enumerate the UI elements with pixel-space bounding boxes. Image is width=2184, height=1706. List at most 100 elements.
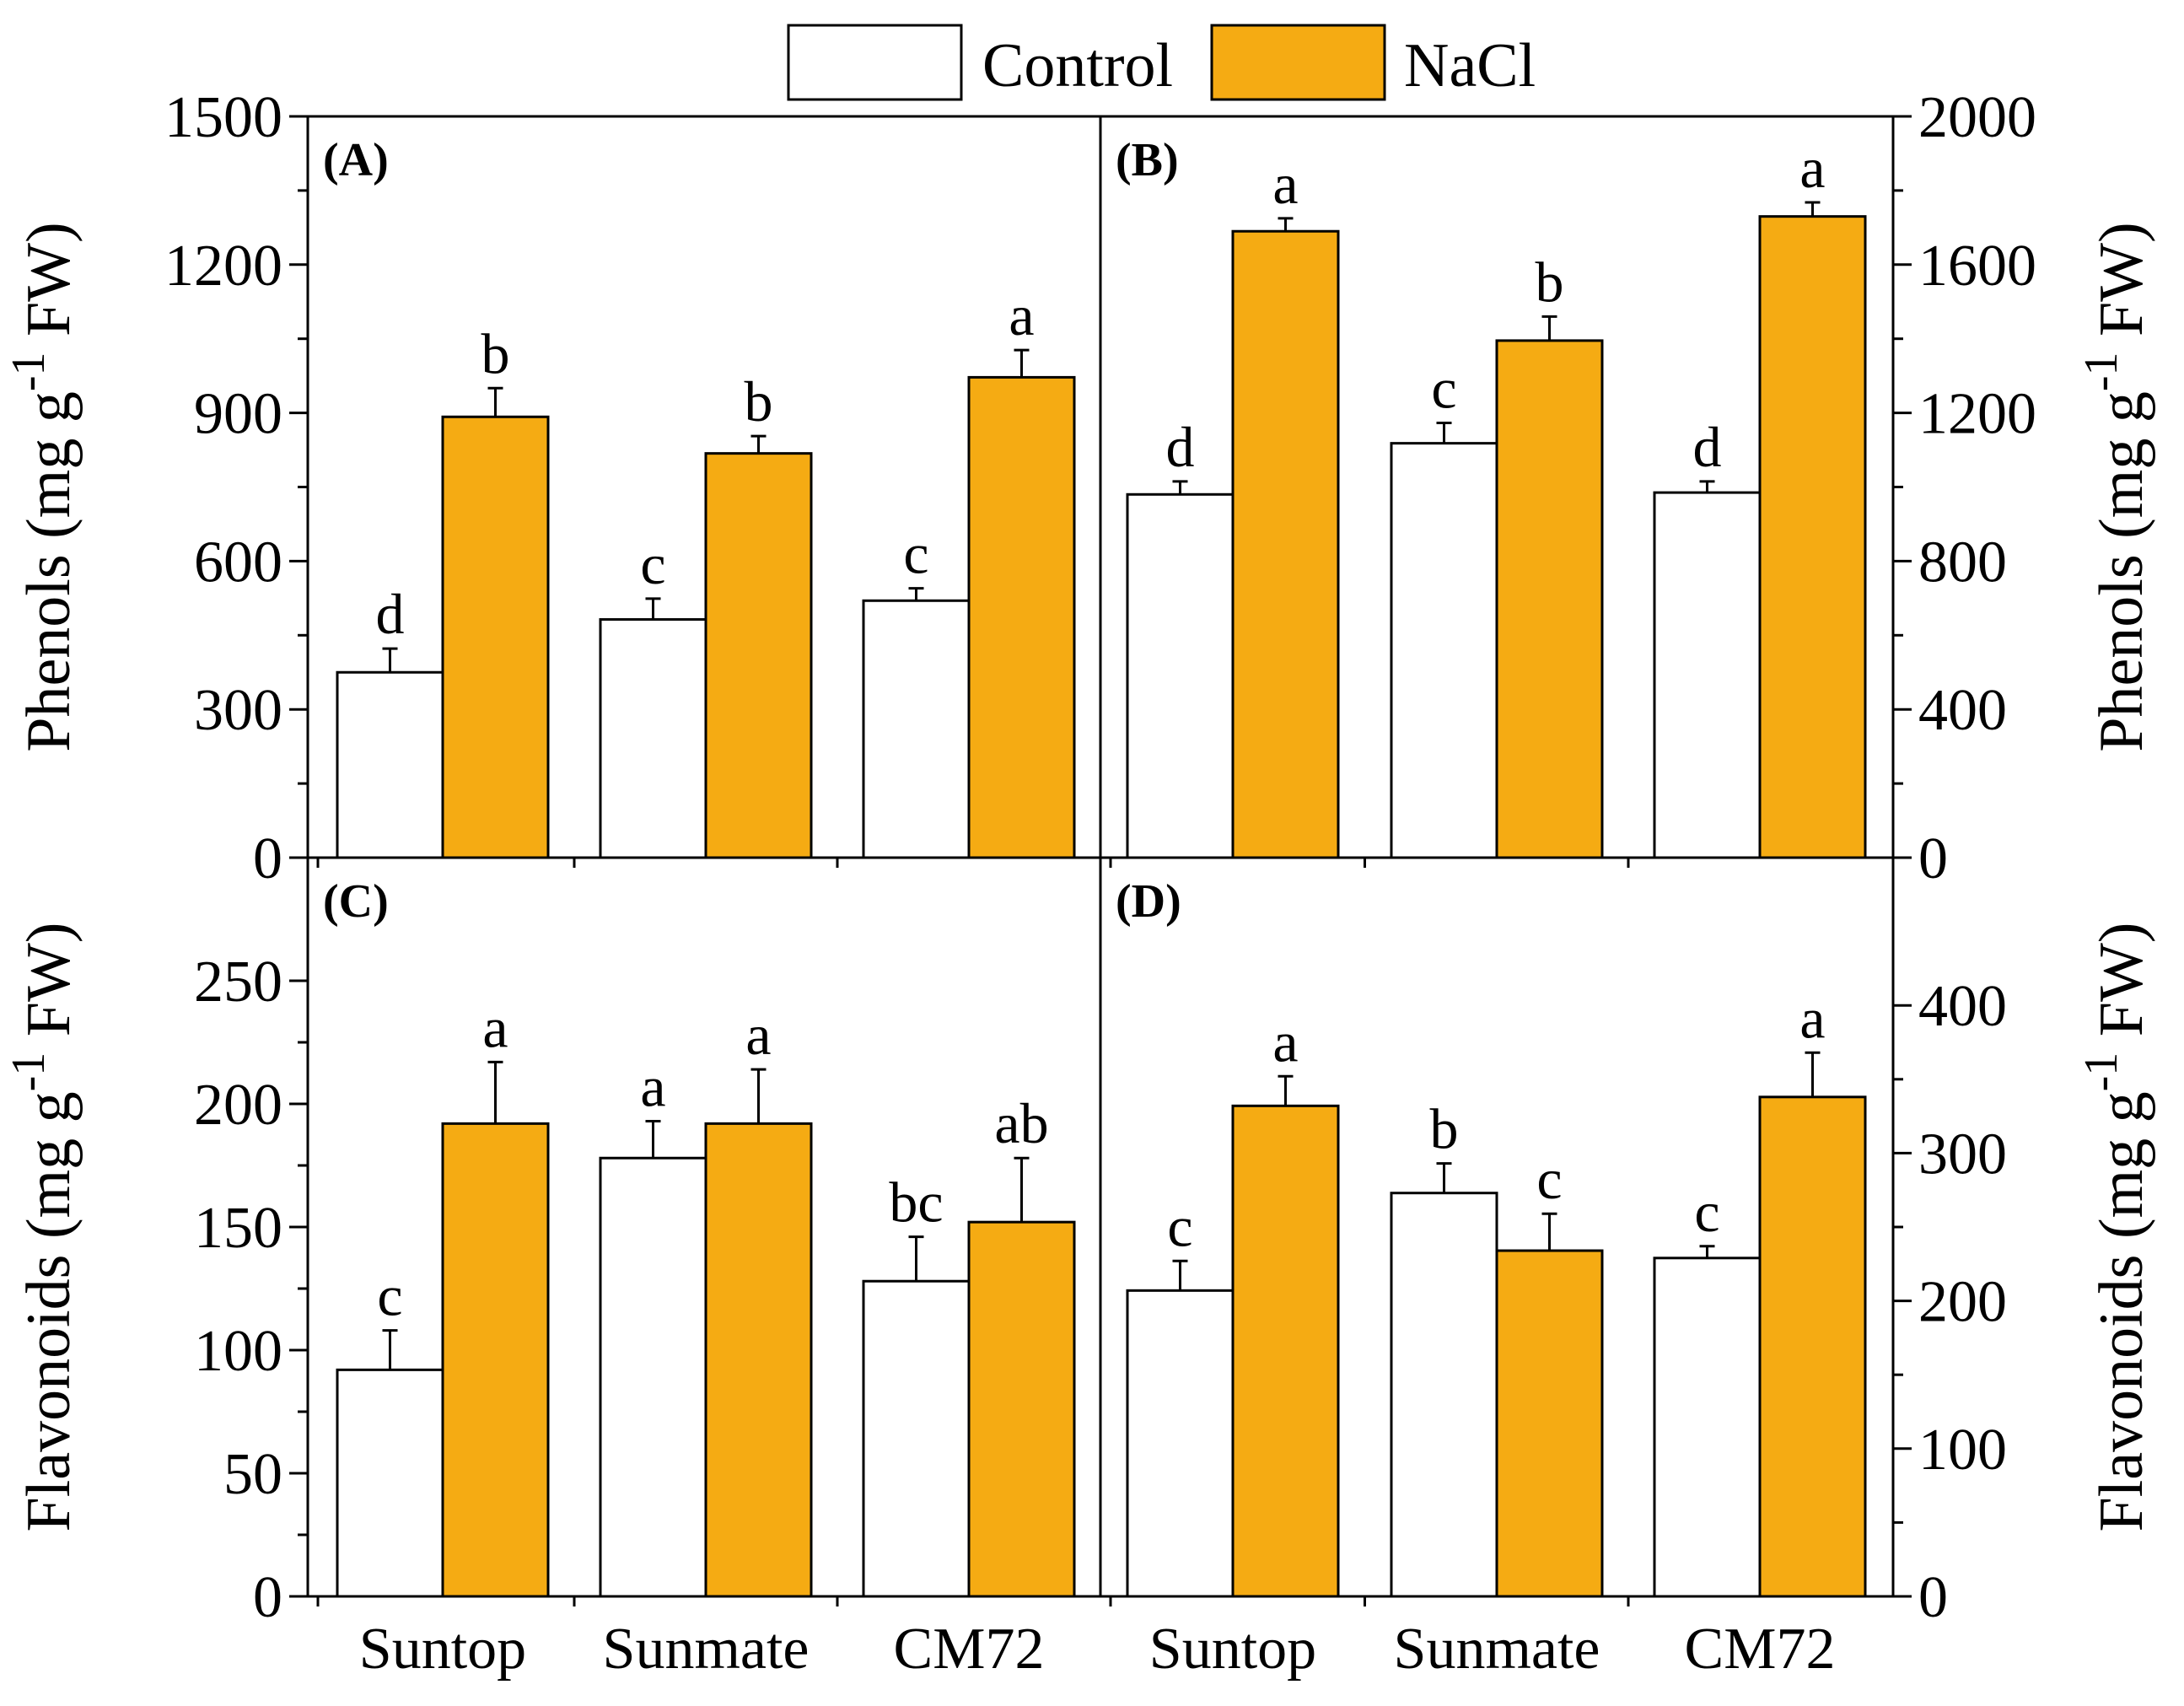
category-label-cm72: CM72 bbox=[894, 1617, 1045, 1682]
panel-b-ytick-label: 0 bbox=[1918, 826, 1948, 891]
panel-c-sig-letter: c bbox=[377, 1264, 402, 1328]
panel-d-sig-letter: a bbox=[1272, 1009, 1298, 1074]
panel-c-ytick-label: 100 bbox=[194, 1319, 282, 1384]
panel-d-label: (D) bbox=[1116, 875, 1181, 928]
panel-b-sig-letter: d bbox=[1166, 415, 1195, 479]
panel-d-bar-nacl-sunmate bbox=[1495, 1249, 1604, 1598]
panel-d-ytick-label: 200 bbox=[1918, 1270, 2007, 1335]
panel-a-bar-control-cm72 bbox=[862, 599, 971, 859]
legend-swatch-control bbox=[787, 24, 963, 101]
panel-d-ylabel-tail: FW) bbox=[2087, 923, 2156, 1052]
panel-b-sig-letter: a bbox=[1799, 136, 1825, 200]
panel-d-sig-letter: c bbox=[1167, 1194, 1192, 1258]
legend-swatch-nacl bbox=[1210, 24, 1386, 101]
panel-c-sig-letter: bc bbox=[889, 1171, 943, 1235]
panel-a-ytick-label: 900 bbox=[194, 382, 282, 447]
panel-d-bar-nacl-cm72 bbox=[1758, 1095, 1867, 1598]
panel-a-sig-letter: c bbox=[640, 532, 665, 596]
panel-a-ytick-label: 300 bbox=[194, 678, 282, 743]
panel-d-sig-letter: c bbox=[1536, 1147, 1562, 1211]
panel-b-bar-control-suntop bbox=[1126, 492, 1235, 859]
panel-b-label: (B) bbox=[1116, 134, 1179, 186]
panel-d-ytick-label: 300 bbox=[1918, 1122, 2007, 1187]
panel-b-bar-control-cm72 bbox=[1653, 491, 1762, 859]
legend: Control NaCl bbox=[787, 24, 1536, 101]
panel-c-ytick-label: 150 bbox=[194, 1196, 282, 1261]
panel-c-sig-letter: ab bbox=[994, 1091, 1048, 1155]
panel-a-sig-letter: d bbox=[376, 582, 405, 646]
panel-b-ytick-label: 1600 bbox=[1918, 234, 2036, 299]
axes bbox=[289, 115, 1912, 1606]
panel-a-ytick-label: 1200 bbox=[164, 234, 282, 299]
panel-d-bar-control-cm72 bbox=[1653, 1257, 1762, 1598]
panel-a-sig-letter: b bbox=[481, 321, 510, 385]
panel-d-sig-letter: a bbox=[1799, 986, 1825, 1050]
panel-a-bar-control-sunmate bbox=[599, 618, 707, 859]
panel-d-ytick-label: 400 bbox=[1918, 974, 2007, 1039]
panel-b-ylabel-tail: FW) bbox=[2087, 222, 2156, 352]
panel-a-ytick-label: 1500 bbox=[164, 85, 282, 150]
category-label-sunmate: Sunmate bbox=[603, 1617, 810, 1682]
panel-c-ylabel-sup: -1 bbox=[3, 1052, 55, 1092]
panel-d-ylabel-main: Flavonoids (mg g bbox=[2087, 1091, 2156, 1531]
panel-a-ytick-label: 0 bbox=[253, 826, 282, 891]
panel-a-sig-letter: b bbox=[745, 369, 773, 433]
panel-b-sig-letter: d bbox=[1693, 415, 1722, 479]
category-label-sunmate: Sunmate bbox=[1394, 1617, 1600, 1682]
panel-a-bar-nacl-sunmate bbox=[704, 452, 813, 859]
panel-b-sig-letter: c bbox=[1431, 356, 1456, 420]
panel-a-ylabel-main: Phenols (mg g bbox=[14, 391, 83, 752]
panel-b-sig-letter: a bbox=[1272, 152, 1298, 216]
panel-b-bar-nacl-sunmate bbox=[1495, 339, 1604, 859]
panel-a-bar-nacl-suntop bbox=[441, 415, 550, 859]
panel-b-ytick-label: 1200 bbox=[1918, 382, 2036, 447]
panel-c-ylabel: Flavonoids (mg g-1 FW) bbox=[3, 923, 83, 1532]
panel-a-sig-letter: a bbox=[1009, 283, 1034, 347]
panel-c-bar-control-suntop bbox=[336, 1368, 444, 1598]
panel-c-bar-nacl-sunmate bbox=[704, 1122, 813, 1598]
legend-label-nacl: NaCl bbox=[1404, 31, 1536, 100]
panel-b-bar-nacl-cm72 bbox=[1758, 215, 1867, 859]
legend-label-control: Control bbox=[982, 31, 1173, 100]
panel-a-label: (A) bbox=[323, 134, 389, 186]
panel-b-ytick-label: 400 bbox=[1918, 678, 2007, 743]
panel-c-sig-letter: a bbox=[640, 1054, 665, 1118]
panel-b-ytick-label: 2000 bbox=[1918, 85, 2036, 150]
panel-a-ylabel-tail: FW) bbox=[14, 222, 83, 352]
panel-d-sig-letter: b bbox=[1430, 1097, 1459, 1161]
category-label-cm72: CM72 bbox=[1685, 1617, 1836, 1682]
panel-b-ylabel-sup: -1 bbox=[2075, 352, 2128, 391]
panel-d-ylabel: Flavonoids (mg g-1 FW) bbox=[2075, 923, 2156, 1532]
category-label-suntop: Suntop bbox=[1149, 1617, 1316, 1682]
panel-a-sig-letter: c bbox=[903, 522, 928, 586]
panel-c-sig-letter: a bbox=[745, 1003, 771, 1067]
panel-b-ylabel: Phenols (mg g-1 FW) bbox=[2075, 222, 2156, 751]
panel-d-bar-control-sunmate bbox=[1390, 1192, 1498, 1598]
panel-d-bar-nacl-suntop bbox=[1231, 1104, 1340, 1598]
panel-b-sig-letter: b bbox=[1536, 250, 1564, 314]
panel-d-ytick-label: 100 bbox=[1918, 1418, 2007, 1483]
panel-c-sig-letter: a bbox=[482, 995, 508, 1059]
panel-d-bar-control-suntop bbox=[1126, 1289, 1235, 1598]
panel-c-ytick-label: 50 bbox=[223, 1442, 282, 1507]
panel-c-ytick-label: 200 bbox=[194, 1073, 282, 1138]
panel-d-ylabel-sup: -1 bbox=[2075, 1052, 2128, 1092]
panel-b-bar-nacl-suntop bbox=[1231, 229, 1340, 859]
panel-c-ylabel-tail: FW) bbox=[14, 923, 83, 1052]
panel-b-ylabel-main: Phenols (mg g bbox=[2087, 391, 2156, 752]
panel-c-bar-nacl-cm72 bbox=[967, 1220, 1076, 1598]
panel-c-bar-control-cm72 bbox=[862, 1279, 971, 1598]
panel-a-bar-nacl-cm72 bbox=[967, 375, 1076, 859]
panel-b-ytick-label: 800 bbox=[1918, 530, 2007, 595]
panel-a-bar-control-suntop bbox=[336, 670, 444, 859]
panel-a-ytick-label: 600 bbox=[194, 530, 282, 595]
panel-c-bar-control-sunmate bbox=[599, 1156, 707, 1598]
panel-b-bar-control-sunmate bbox=[1390, 442, 1498, 859]
panel-c-bar-nacl-suntop bbox=[441, 1122, 550, 1598]
panel-c-label: (C) bbox=[323, 875, 389, 928]
category-label-suntop: Suntop bbox=[359, 1617, 526, 1682]
bars bbox=[336, 201, 1867, 1598]
